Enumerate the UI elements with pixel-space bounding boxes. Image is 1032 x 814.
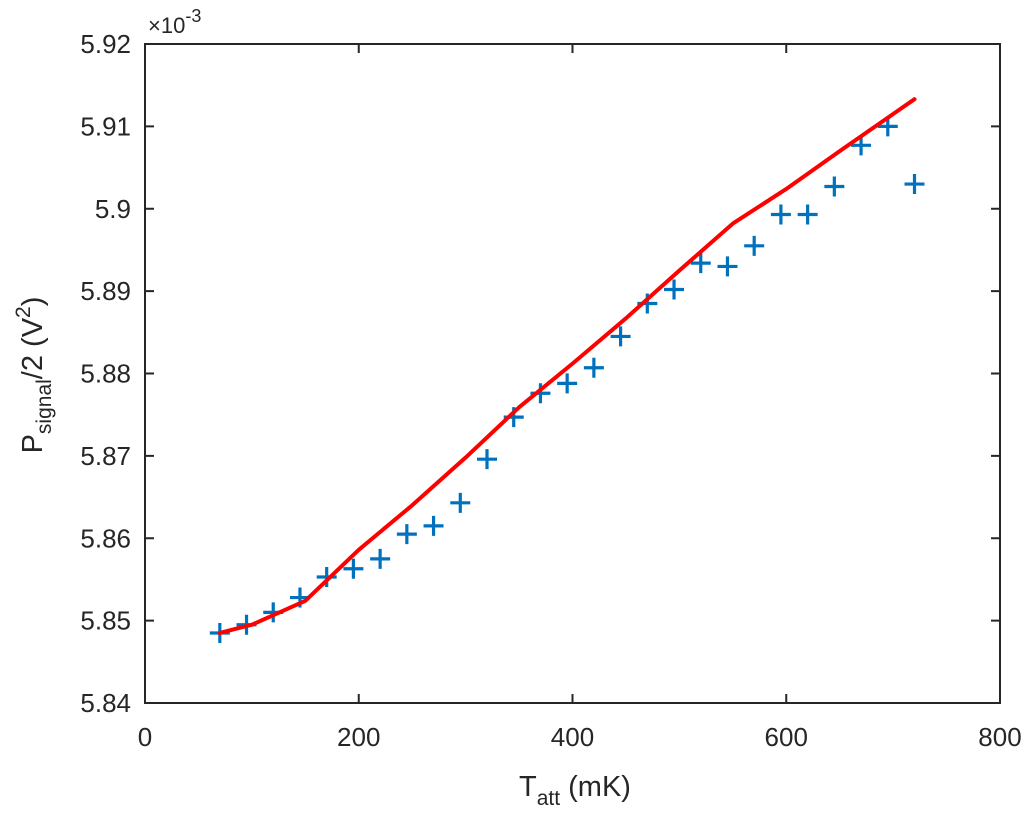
y-tick-label: 5.84	[80, 688, 131, 718]
x-tick-label: 200	[337, 722, 380, 752]
y-axis-title-sub: signal	[33, 379, 56, 434]
data-point-marker	[396, 524, 417, 545]
y-axis-title: Psignal/2 (V2)	[12, 297, 56, 454]
y-tick-label: 5.85	[80, 606, 131, 636]
data-point-marker	[316, 566, 337, 587]
y-axis-title-main: P	[17, 434, 49, 453]
x-axis-title: Tatt (mK)	[519, 771, 631, 810]
x-tick-label: 0	[138, 722, 152, 752]
data-point-marker	[904, 174, 925, 195]
fit-line	[217, 97, 917, 635]
x-tick-label: 400	[551, 722, 594, 752]
y-exponent-label: ×10-3	[148, 6, 201, 38]
data-point-marker	[370, 548, 391, 569]
x-axis-ticks: 0 200 400 600 800	[138, 44, 1022, 752]
data-point-marker	[824, 176, 845, 197]
y-tick-label: 5.86	[80, 523, 131, 553]
data-point-marker	[610, 326, 631, 347]
data-markers	[209, 116, 925, 643]
data-point-marker	[690, 253, 711, 274]
y-exponent-base: ×10	[148, 13, 185, 38]
data-point-marker	[583, 357, 604, 378]
y-tick-label: 5.91	[80, 111, 131, 141]
data-point-marker	[477, 449, 497, 470]
data-point-marker	[770, 204, 791, 225]
data-point-marker	[557, 373, 578, 394]
x-tick-label: 800	[978, 722, 1021, 752]
data-point-marker	[450, 492, 471, 513]
y-tick-label: 5.89	[80, 276, 131, 306]
x-axis-title-main: T	[519, 771, 537, 803]
y-axis-title-end: )	[17, 297, 49, 307]
x-axis-title-rest: (mK)	[560, 771, 631, 803]
data-point-marker	[664, 279, 685, 300]
x-tick-label: 600	[765, 722, 808, 752]
data-point-marker	[423, 515, 444, 536]
data-point-marker	[744, 235, 765, 256]
y-exponent-power: -3	[185, 6, 201, 26]
y-axis-title-sup: 2	[12, 306, 35, 318]
y-tick-label: 5.92	[80, 29, 131, 59]
fit-line-group	[217, 97, 917, 635]
y-axis-ticks: 5.84 5.85 5.86 5.87 5.88 5.89 5.9 5.91 5.92	[80, 29, 1000, 718]
data-point-marker	[797, 204, 818, 225]
y-axis-title-mid: /2 (V	[17, 317, 49, 379]
y-tick-label: 5.88	[80, 359, 131, 389]
y-tick-label: 5.9	[95, 194, 131, 224]
x-axis-title-sub: att	[537, 787, 561, 810]
y-tick-label: 5.87	[80, 441, 131, 471]
data-point-marker	[717, 256, 738, 277]
data-point-marker	[343, 558, 364, 579]
